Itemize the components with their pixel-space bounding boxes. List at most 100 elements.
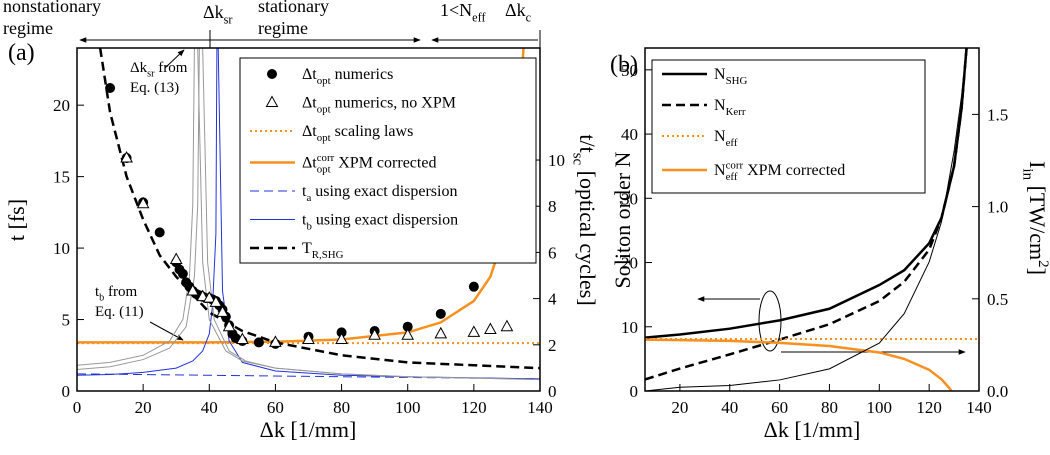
- annotation: Eq. (13): [130, 80, 179, 96]
- y-tick-label: 50: [621, 61, 638, 80]
- y2-tick-label: 1.5: [987, 105, 1008, 124]
- text-run: numerics: [331, 66, 394, 83]
- point: [222, 319, 236, 332]
- y-axis-label: t [fs]: [4, 199, 29, 241]
- x-tick-label: 60: [267, 398, 284, 417]
- annotation: Eq. (11): [95, 304, 144, 320]
- text-run: from: [104, 284, 137, 300]
- text-run: scaling laws: [331, 123, 414, 140]
- text-run: Soliton order N: [610, 151, 635, 288]
- y2-tick-label: 6: [548, 243, 557, 262]
- text-run: opt: [317, 163, 331, 175]
- point: [202, 291, 216, 303]
- text-run: t [fs]: [4, 199, 29, 241]
- y-tick-label: 30: [621, 189, 638, 208]
- text-run: sr: [147, 69, 155, 80]
- x-tick-label: 20: [135, 398, 152, 417]
- point: [467, 325, 481, 337]
- x-tick-label: 60: [771, 398, 788, 417]
- text-run: Δk: [130, 60, 148, 76]
- y-tick-label: 20: [53, 96, 70, 115]
- plot-frame: [644, 47, 980, 392]
- annotation: regime: [258, 18, 308, 38]
- x-tick-label: 140: [527, 398, 553, 417]
- text-run: Δk: [203, 2, 224, 22]
- x-axis-label: Δk [1/mm]: [764, 417, 861, 442]
- y2-tick-label: 0.5: [987, 290, 1008, 309]
- panel-label: (a): [8, 40, 35, 66]
- y2-tick-label: 4: [548, 290, 557, 309]
- axis-pointers: [697, 290, 966, 355]
- text-run: N: [714, 162, 726, 179]
- panel-label: (b): [610, 52, 638, 78]
- text-run: I: [1025, 161, 1050, 168]
- x-tick-label: 40: [201, 398, 218, 417]
- point: [177, 268, 188, 279]
- legend-label: tb using exact dispersion: [302, 212, 458, 233]
- annotation: stationary: [258, 0, 329, 16]
- y-tick-label: 20: [621, 254, 638, 273]
- x-axis-label: Δk [1/mm]: [260, 417, 357, 442]
- text-run: Δt: [302, 123, 317, 140]
- text-run: 2: [1035, 260, 1050, 267]
- point: [186, 283, 200, 296]
- text-run: in: [1019, 168, 1035, 180]
- legend-label: Δtcorr opt XPM corrected: [302, 152, 436, 175]
- annotation: Δksr from: [130, 60, 188, 80]
- y2-tick-label: 1.0: [987, 198, 1008, 217]
- legend-label: Δtopt numerics: [302, 66, 393, 87]
- y-tick-label: 10: [53, 239, 70, 258]
- x-tick-label: 120: [461, 398, 487, 417]
- legend-label: NSHG: [714, 66, 747, 87]
- legend-marker: [267, 69, 277, 79]
- y2-tick-label: 0: [548, 382, 557, 401]
- y2-tick-label: 10: [548, 151, 565, 170]
- text-run: Eq. (13): [130, 80, 179, 96]
- x-tick-label: 20: [671, 398, 688, 417]
- text-run: eff: [726, 171, 738, 183]
- text-run: Δt: [302, 95, 317, 112]
- point: [216, 305, 229, 317]
- y2-axis-label: t/tsc [optical cycles]: [569, 134, 600, 305]
- point: [484, 322, 497, 335]
- regime-arrows: [79, 30, 541, 341]
- text-run: XPM corrected: [743, 162, 845, 179]
- text-run: regime: [3, 18, 53, 38]
- x-tick-label: 100: [395, 398, 421, 417]
- text-run: corr: [726, 160, 744, 172]
- y-axis-label: Soliton order N: [610, 151, 635, 288]
- point: [435, 308, 446, 319]
- text-run: (a): [8, 40, 35, 66]
- point: [500, 319, 514, 332]
- text-run: sr: [224, 12, 233, 26]
- text-run: t: [95, 284, 100, 300]
- y2-axis-label: Iin [TW/cm2]: [1019, 161, 1050, 275]
- x-tick-label: 80: [333, 398, 350, 417]
- legend-label: ta using exact dispersion: [302, 183, 457, 204]
- point: [434, 326, 448, 339]
- point: [402, 321, 413, 332]
- point: [401, 328, 415, 340]
- point: [154, 227, 165, 238]
- point: [169, 252, 183, 265]
- text-run: Δk: [505, 0, 526, 20]
- x-tick-label: 80: [821, 398, 838, 417]
- text-run: using exact dispersion: [311, 183, 457, 200]
- text-run: N: [714, 66, 726, 83]
- text-run: opt: [317, 75, 331, 87]
- text-run: Kerr: [726, 106, 746, 118]
- text-run: corr: [317, 152, 335, 164]
- point: [236, 332, 249, 345]
- text-run: t/t: [575, 134, 600, 152]
- y-tick-label: 10: [621, 318, 638, 337]
- text-run: sc: [569, 153, 585, 166]
- text-run: t: [302, 183, 307, 200]
- y-tick-label: 0: [630, 382, 639, 401]
- point: [336, 327, 347, 338]
- x-tick-label: 140: [966, 398, 992, 417]
- text-run: [optical cycles]: [575, 165, 600, 306]
- text-run: [TW/cm: [1025, 180, 1050, 260]
- point: [368, 328, 381, 340]
